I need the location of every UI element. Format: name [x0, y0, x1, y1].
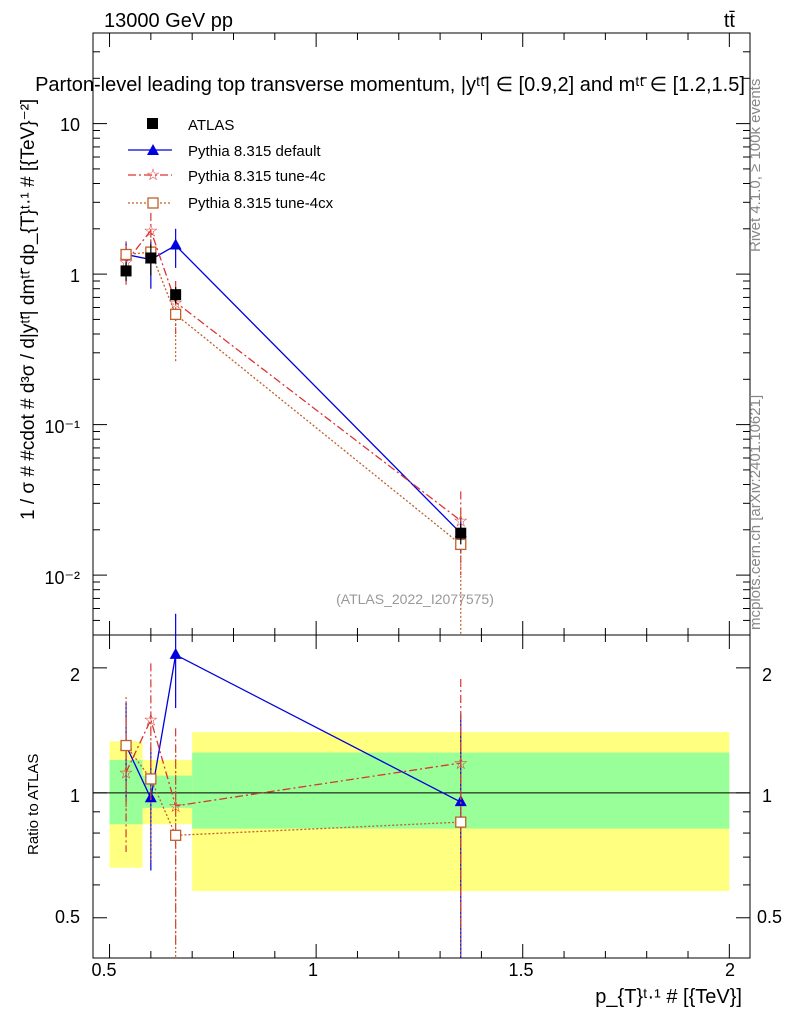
ratio-ytick-label: 0.5 — [55, 907, 80, 927]
legend-4cx-label: Pythia 8.315 tune-4cx — [188, 195, 334, 212]
series-3-main-line — [125, 251, 462, 545]
series-2-main-point: ☆ — [143, 221, 158, 240]
main-ytick-label: 10⁻¹ — [44, 417, 80, 437]
energy-label: 13000 GeV pp — [104, 10, 233, 32]
analysis-watermark: (ATLAS_2022_I2077575) — [336, 591, 494, 607]
main-ytick-label: 10 — [60, 115, 80, 135]
ratio-y-axis-title: Ratio to ATLAS — [25, 754, 42, 855]
xtick-label: 2 — [725, 960, 735, 980]
series-2-ratio-point: ☆ — [168, 797, 183, 816]
atlas-data-layer — [120, 244, 467, 545]
series-3-ratio-line — [125, 745, 461, 836]
xtick-label: 1 — [308, 960, 318, 980]
legend-default-marker — [147, 144, 159, 155]
atlas-point — [120, 265, 132, 277]
series-2-ratio-line — [125, 717, 461, 807]
atlas-point — [455, 527, 467, 539]
x-axis-title: p_{T}ᵗ·¹ # [{TeV}] — [595, 986, 742, 1008]
series-1-ratio-point — [454, 795, 467, 807]
atlas-point — [145, 252, 157, 264]
main-ytick-label: 1 — [70, 266, 80, 286]
plot-title: Parton-level leading top transverse mome… — [35, 74, 745, 96]
legend-atlas-marker — [147, 118, 158, 129]
series-layer: ☆☆☆☆☆☆☆☆ — [118, 212, 468, 958]
series-1-ratio-point — [169, 647, 182, 659]
series-3-ratio-point — [120, 739, 132, 752]
legend-4c-marker: ☆ — [146, 167, 160, 184]
ratio-ytick-label: 2 — [70, 665, 80, 685]
series-3-ratio-point — [455, 816, 467, 828]
ratio-ytick-label: 1 — [70, 786, 80, 806]
series-3-ratio-point — [145, 773, 157, 785]
ratio-ytick-label-right: 1 — [762, 786, 772, 806]
series-2-ratio-point: ☆ — [118, 763, 133, 782]
legend-default-label: Pythia 8.315 default — [188, 143, 321, 160]
ratio-ytick-label-right: 0.5 — [757, 907, 782, 927]
xtick-label: 1.5 — [508, 960, 533, 980]
legend-4c-label: Pythia 8.315 tune-4c — [188, 168, 326, 185]
ratio-ytick-label-right: 2 — [762, 665, 772, 685]
mcplots-label: mcplots.cern.ch [arXiv:2401.10621] — [747, 395, 764, 630]
series-3-main-point — [120, 248, 132, 261]
main-ytick-label: 10⁻² — [44, 568, 80, 588]
uncertainty-bands — [93, 732, 750, 892]
process-label: tt̄ — [724, 10, 736, 32]
main-y-axis-title: 1 / σ # #cdot # d³σ / d|yᵗᵗ̄| dmᵗᵗ̄ dp_{… — [18, 99, 39, 520]
legend: ATLAS Pythia 8.315 default ☆ Pythia 8.31… — [128, 117, 334, 212]
legend-4cx-marker — [147, 197, 159, 209]
atlas-point — [170, 289, 182, 301]
series-1-main-point — [169, 238, 182, 250]
series-3-main-point — [169, 308, 182, 321]
ratio-plot-frame — [92, 634, 751, 959]
series-2-main-line — [125, 229, 462, 522]
series-2-ratio-point: ☆ — [143, 711, 158, 730]
legend-atlas-label: ATLAS — [188, 117, 234, 134]
axis-ticks — [93, 32, 750, 958]
series-3-ratio-point — [169, 829, 182, 841]
series-1-ratio-line — [125, 653, 462, 803]
series-1-main-line — [125, 244, 462, 534]
xtick-label: 0.5 — [91, 960, 116, 980]
rivet-label: Rivet 4.1.0, ≥ 100k events — [747, 79, 764, 252]
